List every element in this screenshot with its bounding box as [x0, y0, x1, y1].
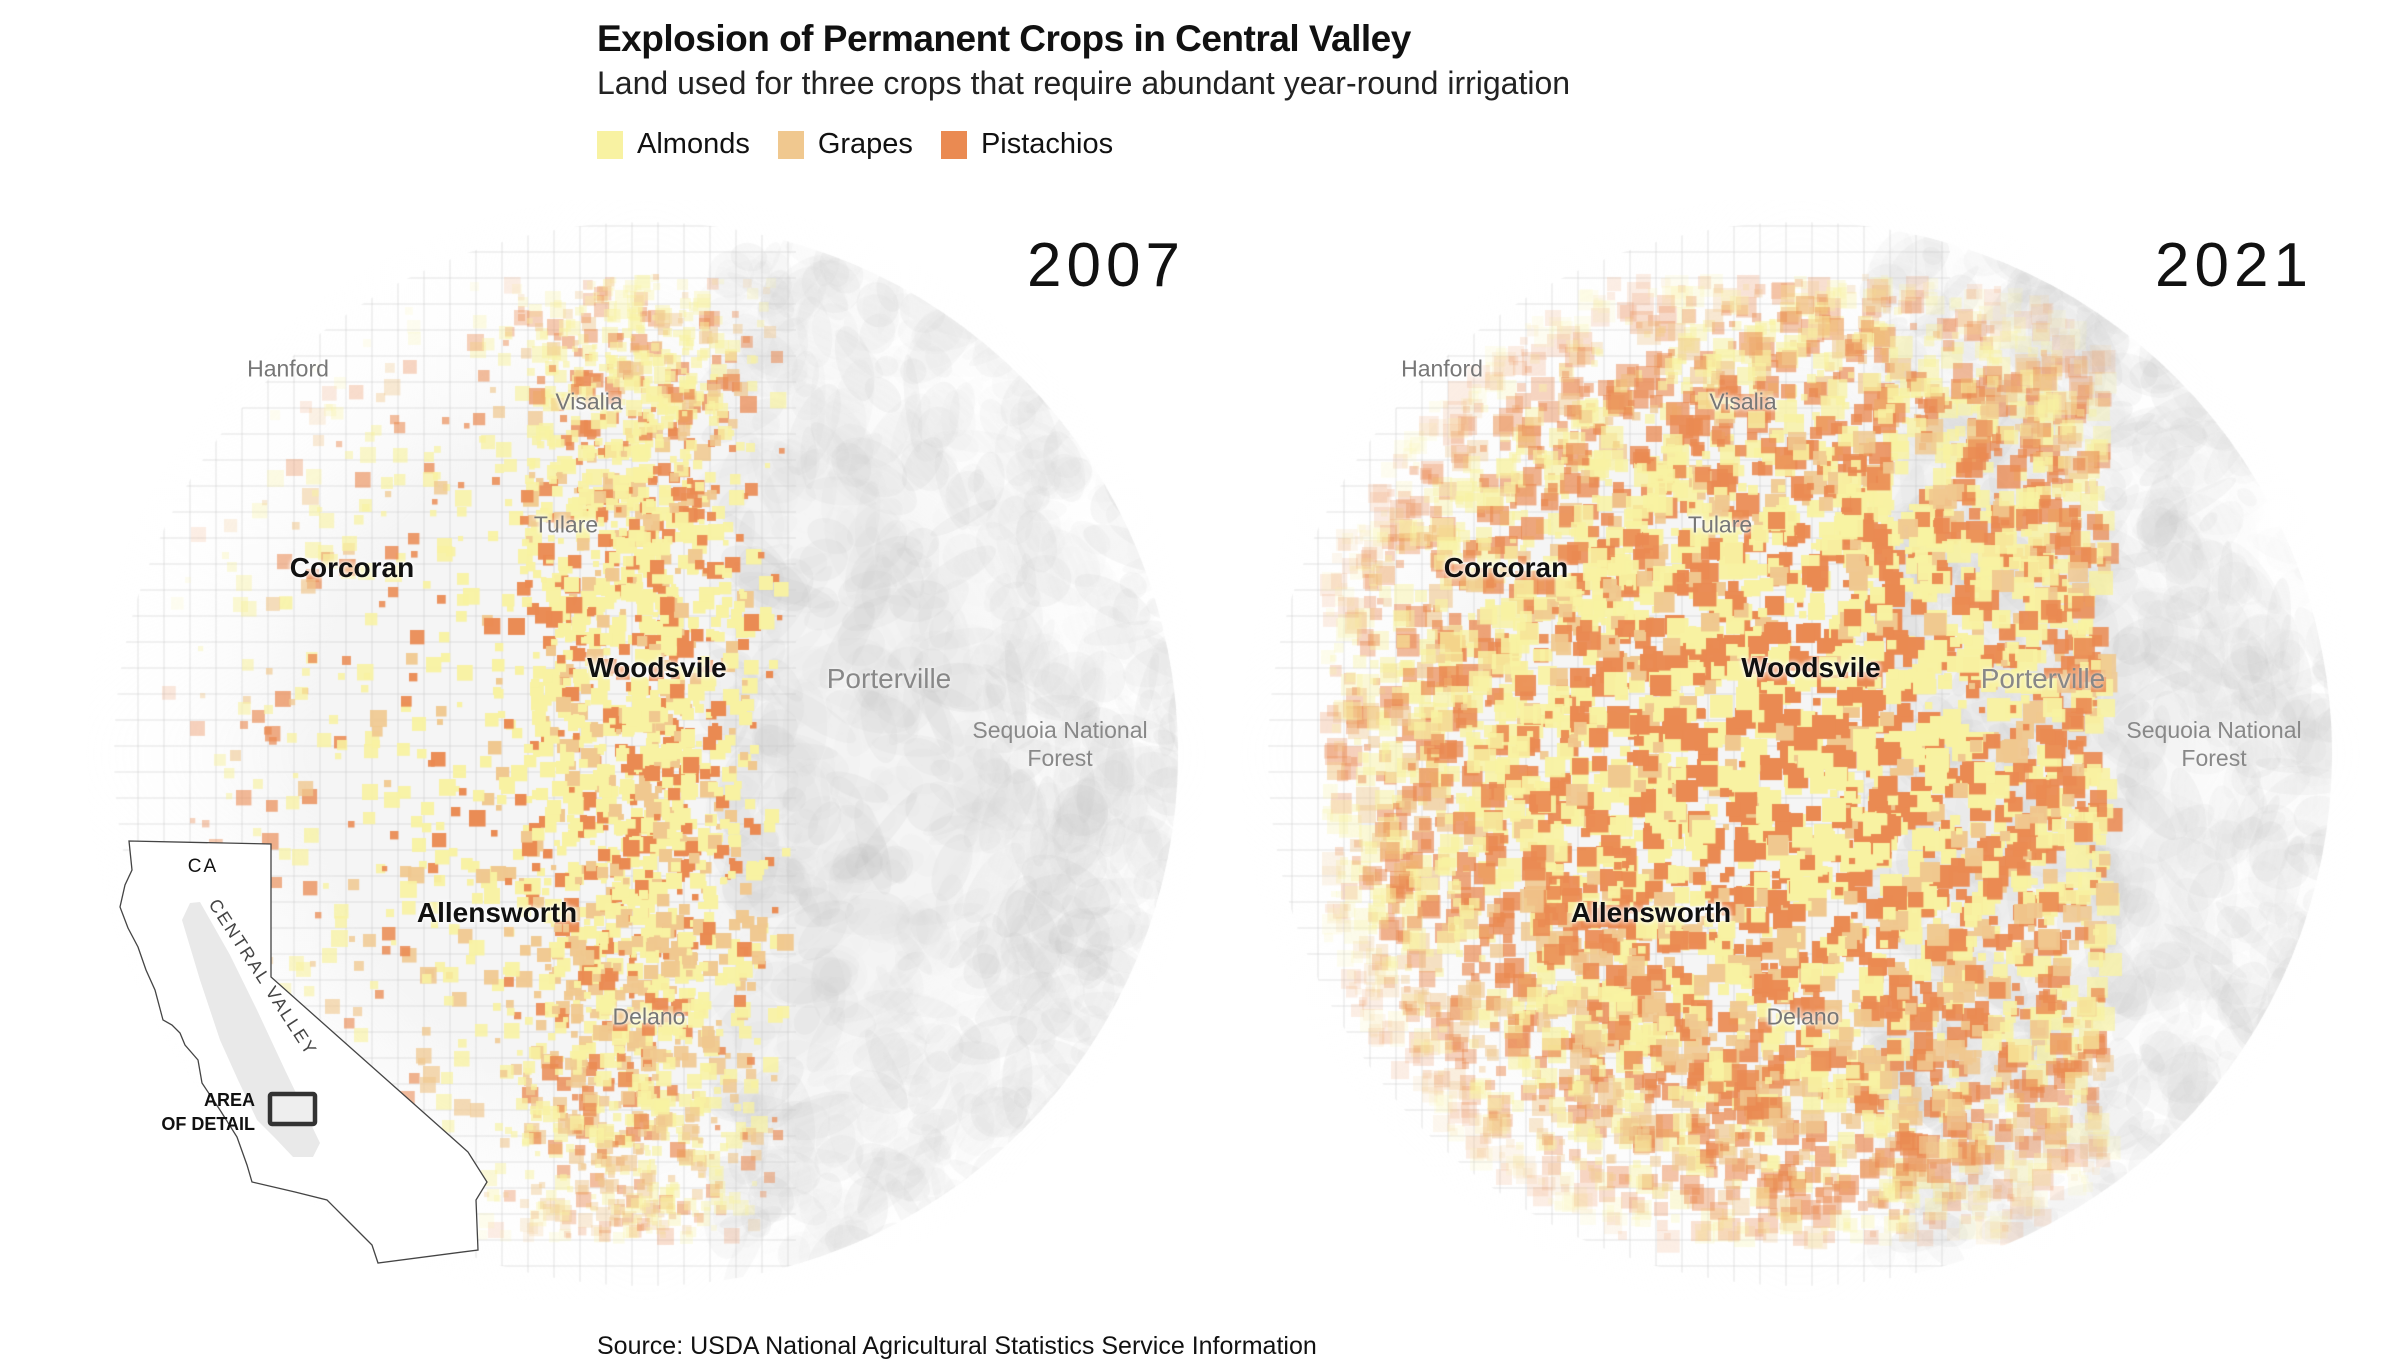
year-label-2021: 2021: [2155, 231, 2313, 300]
place-label-allensworth: Allensworth: [1570, 897, 1732, 928]
chart-subtitle: Land used for three crops that require a…: [597, 65, 1571, 101]
place-label-sequoia: Sequoia National Forest: [972, 716, 1147, 772]
legend-label: Almonds: [637, 128, 750, 160]
place-label-line: Forest: [2181, 745, 2247, 771]
legend-swatch-grapes: [777, 130, 804, 159]
legend-label: Pistachios: [980, 128, 1114, 160]
place-label-sequoia: Sequoia National Forest: [2126, 716, 2301, 772]
legend-swatch-almonds: [597, 130, 623, 159]
place-label-woodsvile: Woodsvile: [1741, 652, 1881, 683]
place-label-hanford: Hanford: [247, 355, 329, 382]
california-inset-map: CA CENTRAL VALLEY AREA OF DETAIL: [119, 840, 488, 1264]
legend-swatch-pistachios: [940, 130, 967, 159]
map-2021: [1214, 200, 2401, 1300]
legend: Almonds Grapes Pistachios: [597, 128, 1113, 161]
legend-item-grapes: Grapes: [777, 128, 913, 161]
place-label-corcoran: Corcoran: [289, 552, 415, 583]
place-label-line: Sequoia National: [2126, 717, 2302, 743]
year-label-2007: 2007: [1027, 231, 1185, 300]
place-label-hanford: Hanford: [1401, 355, 1483, 382]
chart-title: Explosion of Permanent Crops in Central …: [597, 18, 1411, 59]
place-label-porterville: Porterville: [826, 663, 952, 694]
place-label-allensworth: Allensworth: [416, 897, 578, 928]
place-label-porterville: Porterville: [1980, 663, 2106, 694]
legend-item-pistachios: Pistachios: [940, 128, 1114, 161]
place-label-visalia: Visalia: [555, 388, 623, 415]
place-label-tulare: Tulare: [533, 511, 599, 538]
source-note: Source: USDA National Agricultural Stati…: [597, 1332, 1317, 1360]
place-label-line: Forest: [1027, 745, 1093, 771]
place-label-line: Sequoia National: [972, 717, 1148, 743]
inset-area-label: OF DETAIL: [161, 1114, 255, 1134]
place-label-delano: Delano: [612, 1003, 686, 1030]
place-label-delano: Delano: [1766, 1003, 1840, 1030]
legend-label: Grapes: [817, 128, 913, 160]
legend-item-almonds: Almonds: [597, 128, 750, 161]
area-of-detail-box: [267, 1091, 318, 1127]
place-label-tulare: Tulare: [1687, 511, 1753, 538]
place-label-woodsvile: Woodsvile: [587, 652, 727, 683]
inset-state-label: CA: [188, 856, 218, 877]
place-label-visalia: Visalia: [1709, 388, 1777, 415]
place-label-corcoran: Corcoran: [1443, 552, 1569, 583]
inset-area-label: AREA: [204, 1090, 255, 1110]
